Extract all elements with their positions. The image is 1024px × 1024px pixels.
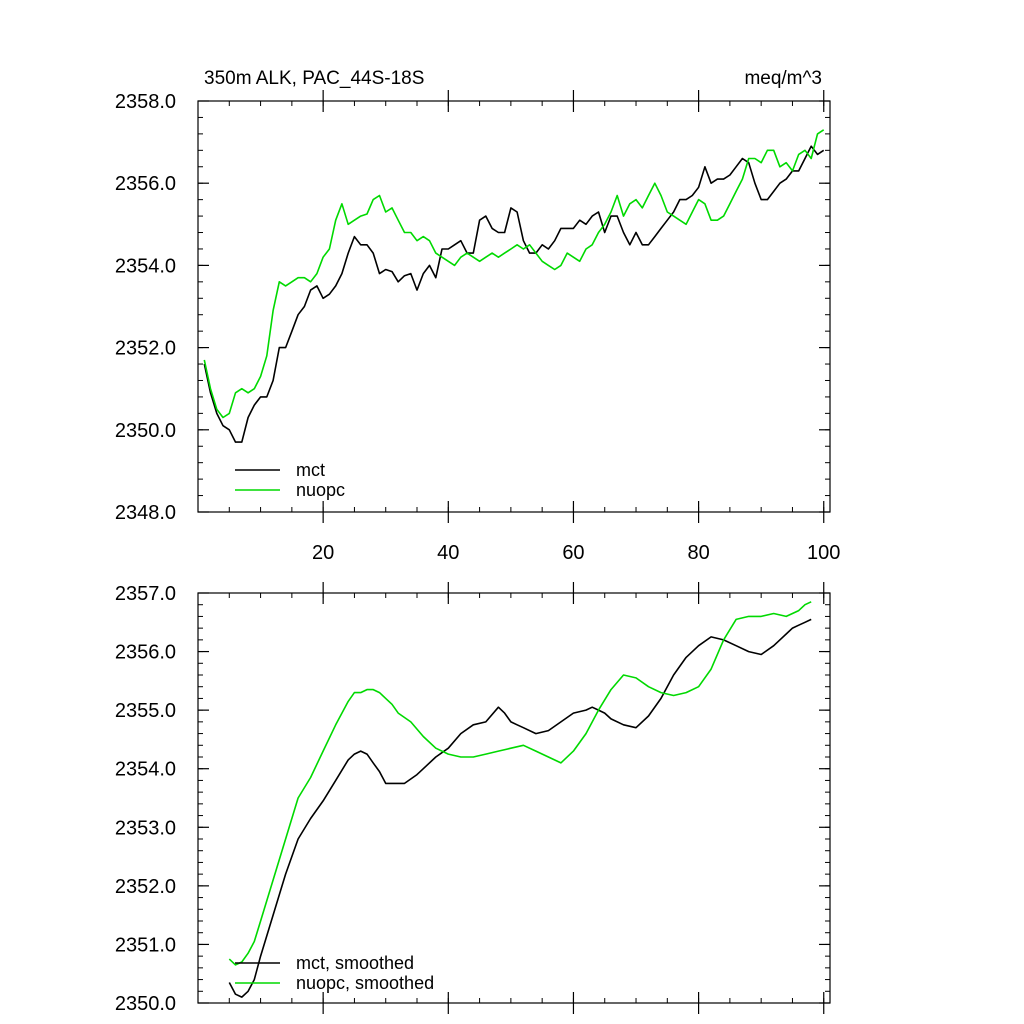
y-tick-label: 2352.0 xyxy=(115,338,176,360)
series-line-1 xyxy=(203,129,825,419)
bottom-panel: 2350.0 2351.0 2352.0 2353.0 2354.0 2355.0 2356… xyxy=(115,582,831,1015)
plot-frame xyxy=(197,100,831,513)
y-tick-label: 2358.0 xyxy=(115,91,176,113)
y-tick-label: 2352.0 xyxy=(115,876,176,898)
x-tick-label: 40 xyxy=(437,542,459,564)
y-tick-label: 2348.0 xyxy=(115,502,176,524)
x-tick-label: 60 xyxy=(562,542,584,564)
top-panel: 2348.0 2350.0 2352.0 2354.0 2356.0 2358.0 20 40… xyxy=(115,90,840,564)
y-tick-label: 2353.0 xyxy=(115,817,176,839)
y-tick-label: 2350.0 xyxy=(115,993,176,1015)
y-tick-label: 2354.0 xyxy=(115,255,176,277)
series-line-0 xyxy=(203,145,825,443)
chart-title-left: 350m ALK, PAC_44S-18S xyxy=(204,68,424,89)
legend-label: mct xyxy=(296,460,325,480)
y-tick-label: 2356.0 xyxy=(115,173,176,195)
y-tick-label: 2354.0 xyxy=(115,759,176,781)
x-tick-label: 80 xyxy=(687,542,709,564)
x-tick-label: 20 xyxy=(312,542,334,564)
series-line-0 xyxy=(228,618,812,998)
legend-label: mct, smoothed xyxy=(296,953,414,973)
y-tick-label: 2350.0 xyxy=(115,420,176,442)
plot-frame xyxy=(197,592,831,1004)
y-tick-label: 2351.0 xyxy=(115,934,176,956)
y-tick-label: 2357.0 xyxy=(115,583,176,605)
series-line-1 xyxy=(228,601,812,966)
legend-label: nuopc, smoothed xyxy=(296,973,434,993)
y-tick-label: 2356.0 xyxy=(115,642,176,664)
chart-title-right: meq/m^3 xyxy=(744,68,822,89)
x-tick-label: 100 xyxy=(807,542,840,564)
y-tick-label: 2355.0 xyxy=(115,700,176,722)
legend-label: nuopc xyxy=(296,480,345,500)
